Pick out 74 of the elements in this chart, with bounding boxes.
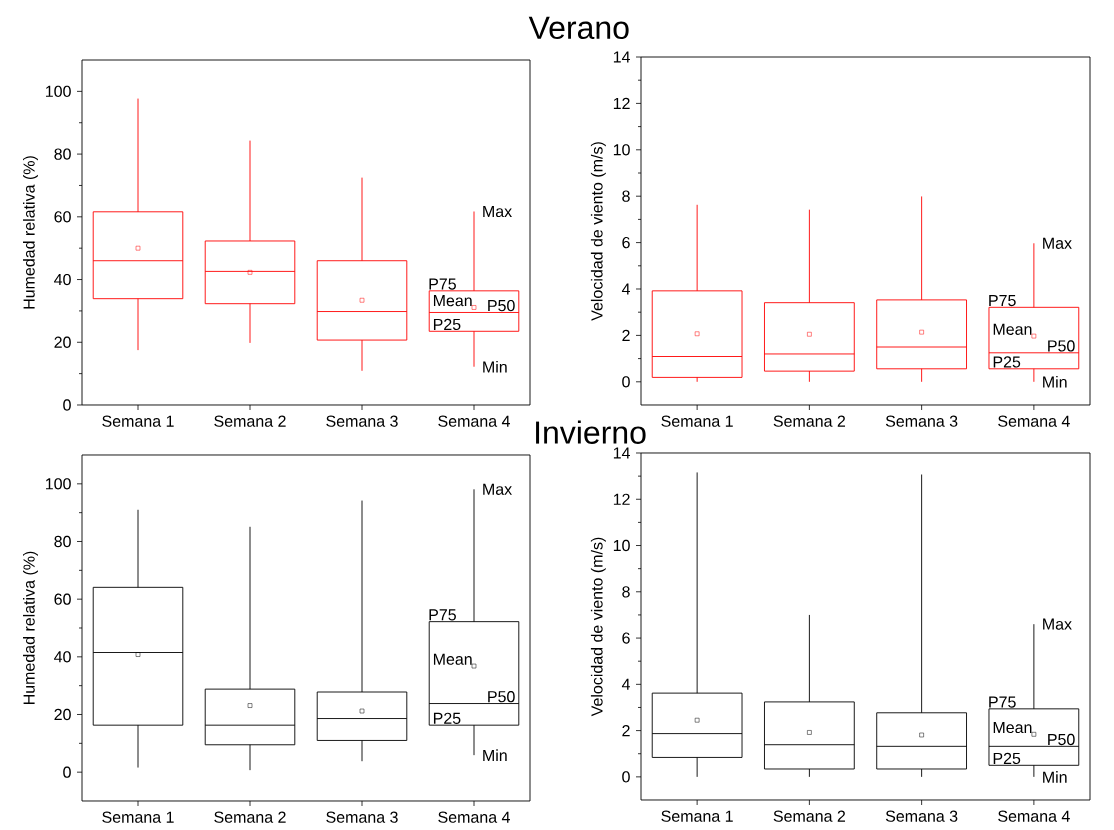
annotation: Max <box>1043 618 1072 630</box>
annotation: Min <box>483 749 507 761</box>
annotation: P50 <box>1048 340 1075 352</box>
annotation: Min <box>483 360 507 373</box>
annotation: P50 <box>1048 733 1075 746</box>
x-tick-label: Semana 1 <box>102 811 174 823</box>
y-tick-label: 10 <box>613 144 630 156</box>
annotation: P75 <box>989 696 1016 708</box>
x-tick-label: Semana 4 <box>438 811 510 823</box>
y-tick-label: 0 <box>63 766 71 778</box>
x-tick-label: Semana 1 <box>661 810 733 822</box>
y-tick-label: 100 <box>46 478 71 490</box>
annotation: Min <box>1043 771 1067 783</box>
y-tick-label: 14 <box>613 51 630 63</box>
x-tick-label: Semana 1 <box>102 415 174 427</box>
y-tick-label: 0 <box>622 771 630 783</box>
annotation: Min <box>1043 376 1067 388</box>
annotation: Mean <box>993 323 1032 335</box>
annotation: P25 <box>993 752 1021 765</box>
annotation: P50 <box>488 691 515 703</box>
y-tick-label: 2 <box>622 725 630 737</box>
x-tick-label: Semana 1 <box>661 415 733 427</box>
annotation: Max <box>483 483 512 495</box>
y-tick-label: 2 <box>622 329 630 341</box>
y-axis-title: Velocidad de viento (m/s) <box>590 142 606 321</box>
x-tick-label: Semana 3 <box>326 811 398 823</box>
y-tick-label: 4 <box>621 678 630 690</box>
annotation: Mean <box>993 721 1032 734</box>
y-tick-label: 0 <box>622 376 630 388</box>
y-tick-label: 60 <box>54 211 71 223</box>
x-tick-label: Semana 3 <box>326 415 398 427</box>
y-tick-label: 60 <box>54 593 71 605</box>
y-tick-label: 40 <box>54 651 71 663</box>
x-tick-label: Semana 2 <box>214 415 286 427</box>
y-tick-label: 80 <box>54 148 71 160</box>
y-tick-label: 10 <box>613 539 630 552</box>
x-tick-label: Semana 2 <box>773 415 846 427</box>
y-axis-title: Humedad relativa (%) <box>23 156 38 309</box>
annotation: P75 <box>429 278 456 290</box>
x-tick-label: Semana 4 <box>438 415 510 427</box>
annotation: P25 <box>433 712 461 724</box>
annotation: P25 <box>993 356 1021 368</box>
y-tick-label: 40 <box>54 273 71 286</box>
annotation: Mean <box>433 295 472 307</box>
y-axis-title: Velocidad de viento (m/s) <box>590 537 606 717</box>
y-axis-title: Humedad relativa (%) <box>23 551 38 705</box>
y-tick-label: 80 <box>54 535 71 548</box>
x-tick-label: Semana 3 <box>885 415 958 427</box>
y-tick-label: 6 <box>622 236 630 249</box>
y-tick-label: 4 <box>621 283 630 295</box>
x-tick-label: Semana 3 <box>885 810 958 822</box>
annotation: P75 <box>429 609 456 621</box>
annotation: P25 <box>433 318 461 331</box>
annotation: Max <box>483 205 512 218</box>
annotation: Mean <box>433 653 472 665</box>
x-tick-label: Semana 4 <box>998 810 1070 822</box>
y-tick-label: 100 <box>46 85 71 98</box>
x-tick-label: Semana 2 <box>214 811 286 823</box>
y-tick-label: 12 <box>613 493 630 505</box>
y-tick-label: 8 <box>622 190 630 202</box>
annotation: P75 <box>989 294 1016 307</box>
annotation: Max <box>1043 237 1072 249</box>
chart-title: Verano <box>528 16 629 40</box>
y-tick-label: 20 <box>54 708 71 721</box>
y-tick-label: 8 <box>622 586 630 598</box>
y-tick-label: 0 <box>63 399 71 411</box>
y-tick-label: 6 <box>622 632 630 644</box>
x-tick-label: Semana 4 <box>998 415 1070 427</box>
chart-title: Invierno <box>536 420 646 444</box>
y-tick-label: 20 <box>54 336 71 348</box>
y-tick-label: 12 <box>613 97 630 109</box>
x-tick-label: Semana 2 <box>773 810 846 822</box>
y-tick-label: 14 <box>613 447 630 459</box>
annotation: P50 <box>488 299 515 312</box>
